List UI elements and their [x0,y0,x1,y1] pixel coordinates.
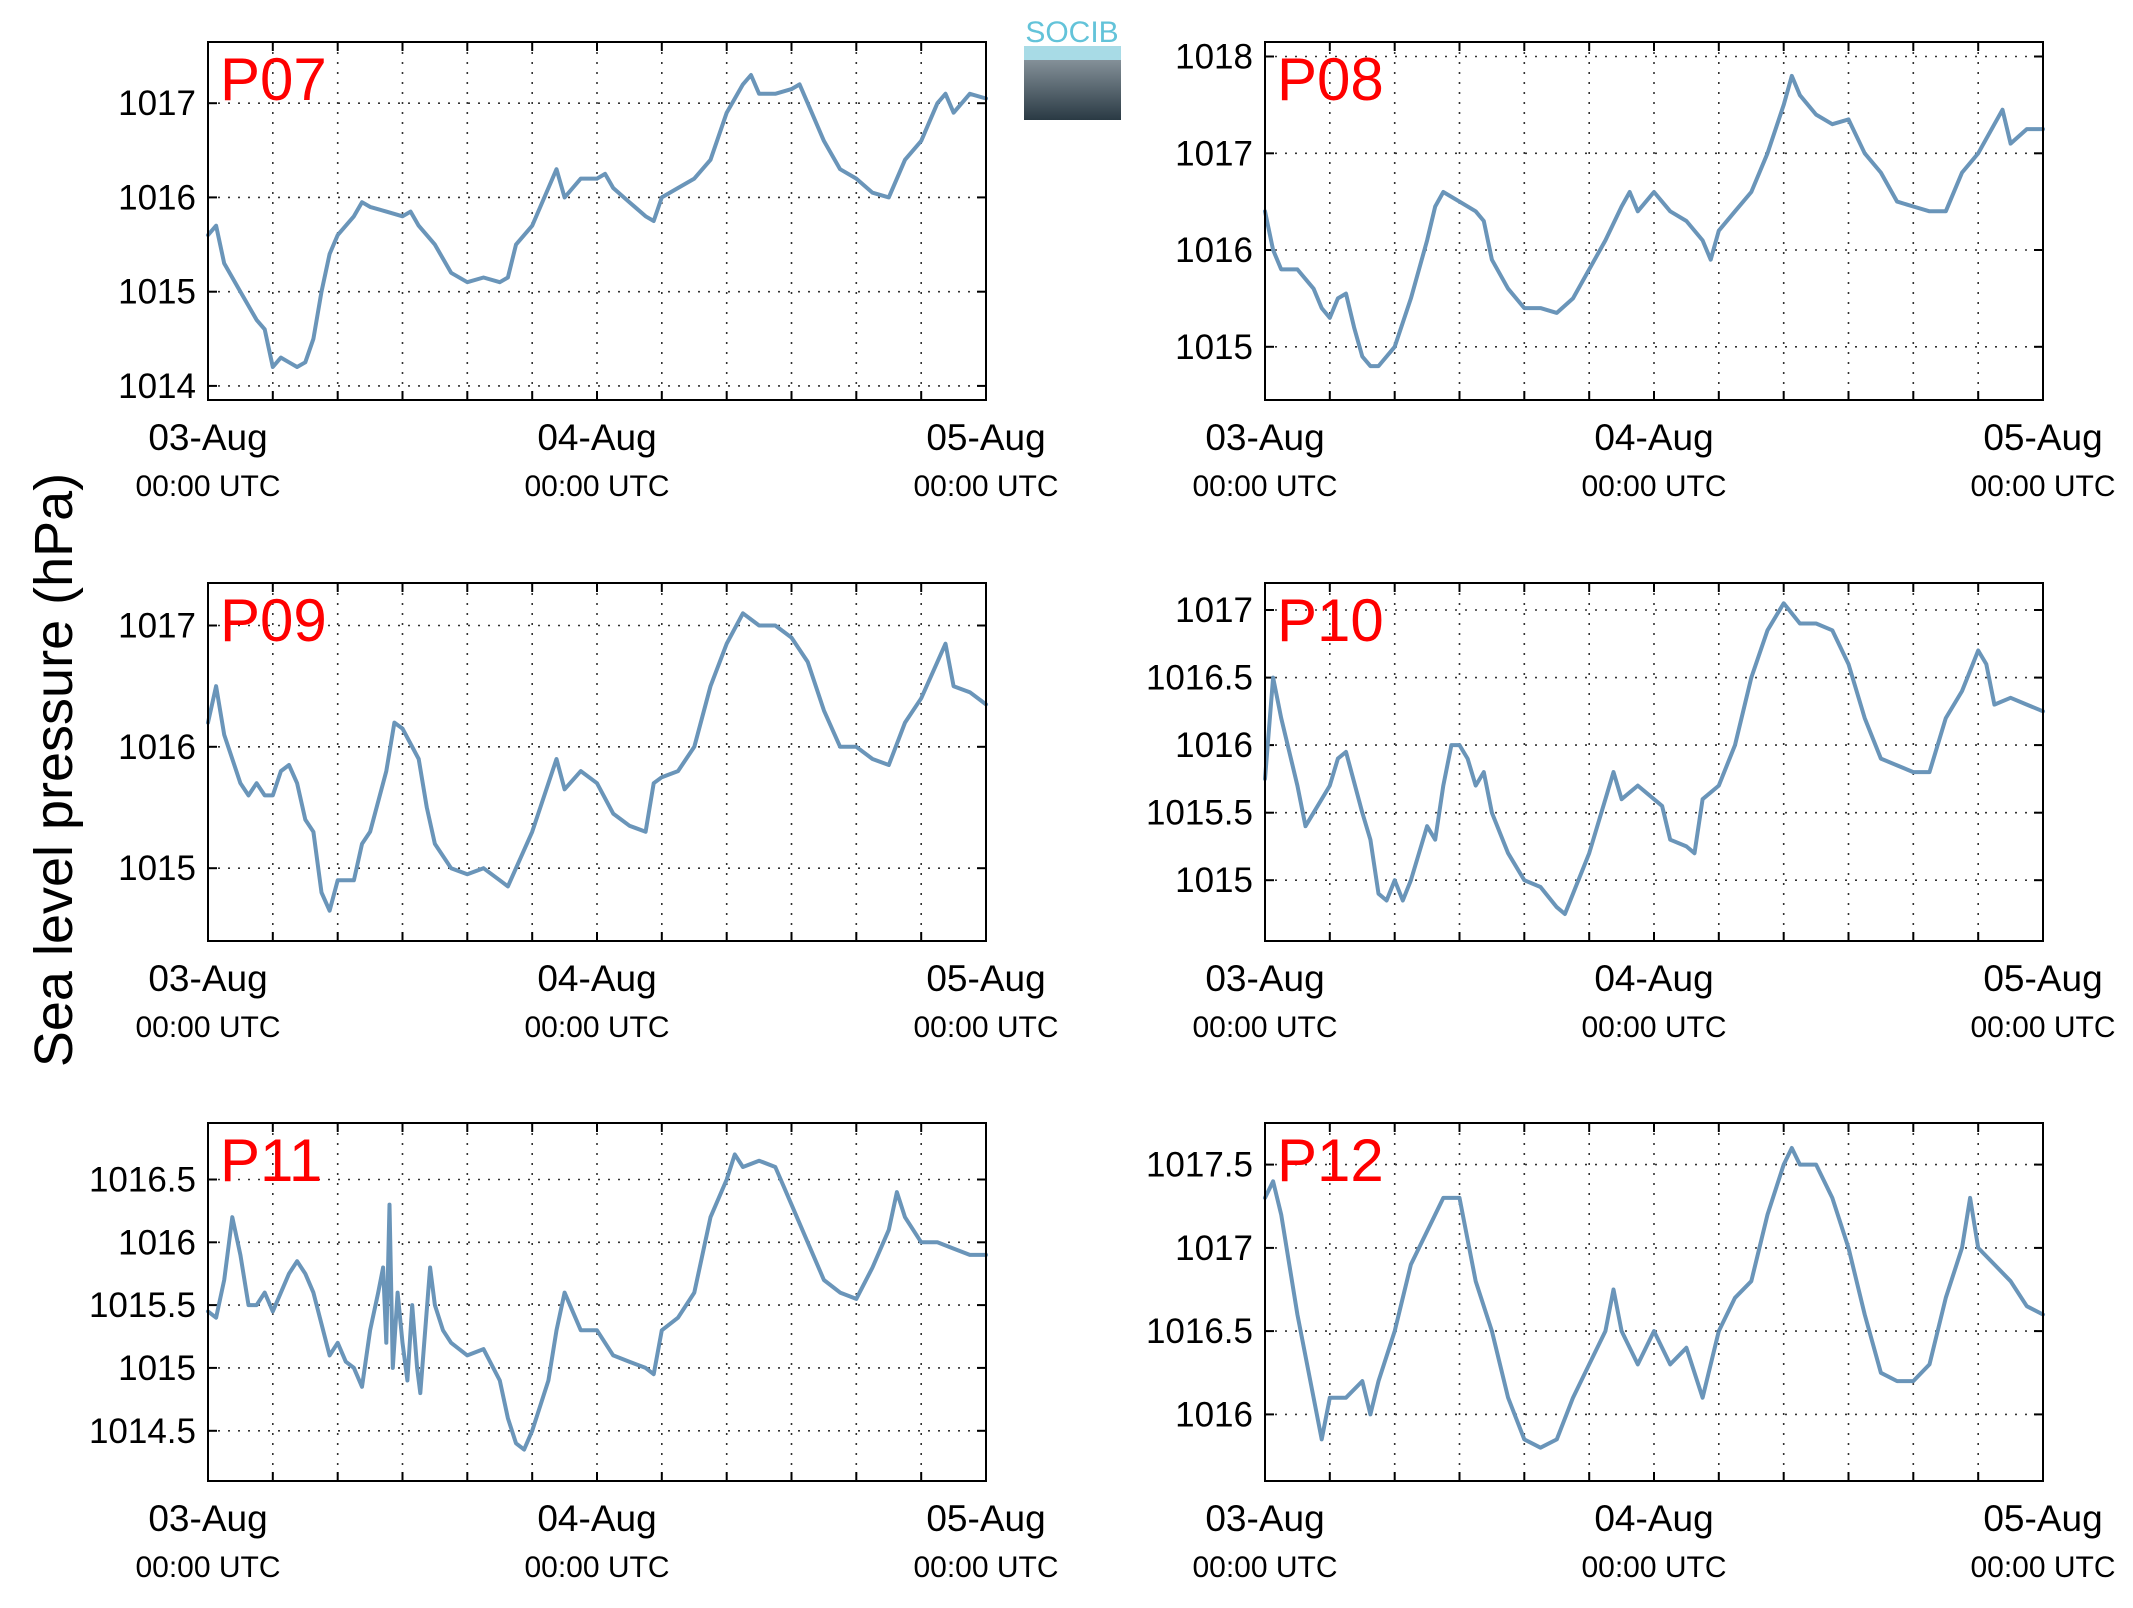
series-line [206,611,988,913]
y-tick-label: 1015.5 [89,1286,196,1325]
panel-title: P09 [220,587,327,654]
x-tick-label: 00:00 UTC [135,1551,280,1584]
y-tick-label: 1015 [118,273,196,312]
logo-wave [1024,46,1121,60]
y-tick-label: 1016 [1175,231,1253,270]
series-line [206,73,988,369]
x-tick-label: 00:00 UTC [524,1011,669,1044]
x-tick-label: 05-Aug [926,958,1045,999]
x-tick-label: 00:00 UTC [1192,1551,1337,1584]
x-tick-label: 05-Aug [1983,1498,2102,1539]
y-tick-label: 1015 [118,1349,196,1388]
panel-p12: 1016 1016.5 1017 1017.5 03-Aug 00:00 UTC 04-Au… [1146,1122,2116,1584]
x-tick-label: 00:00 UTC [135,1011,280,1044]
socib-logo: SOCIB [1024,16,1121,120]
x-tick-label: 05-Aug [926,417,1045,458]
panel-p07: 1014 1015 1016 1017 03-Aug 00:00 UTC 04-Aug 00:… [118,41,1059,503]
y-tick-label: 1017 [118,607,196,646]
series-line [1263,1146,2045,1450]
x-tick-label: 00:00 UTC [913,470,1058,503]
panels: 1014 1015 1016 1017 03-Aug 00:00 UTC 04-Aug 00:… [89,38,2116,1585]
x-tick-label: 03-Aug [148,417,267,458]
x-tick-label: 05-Aug [1983,417,2102,458]
y-tick-label: 1016.5 [1146,659,1253,698]
x-tick-label: 00:00 UTC [524,1551,669,1584]
y-tick-label: 1014 [118,367,196,406]
y-tick-label: 1018 [1175,38,1253,77]
y-tick-label: 1017 [1175,591,1253,630]
y-tick-label: 1014.5 [89,1412,196,1451]
x-tick-label: 05-Aug [1983,958,2102,999]
x-tick-label: 00:00 UTC [1581,1011,1726,1044]
axes-box [1264,1122,2044,1482]
y-tick-label: 1015.5 [1146,794,1253,833]
panel-title: P10 [1277,587,1384,654]
x-tick-label: 00:00 UTC [1192,1011,1337,1044]
x-tick-label: 05-Aug [926,1498,1045,1539]
y-tick-label: 1016.5 [1146,1312,1253,1351]
y-tick-label: 1017.5 [1146,1146,1253,1185]
axes-box [1264,41,2044,401]
panel-p11: 1014.5 1015 1015.5 1016 1016.5 03-Aug 00:00 UT… [89,1122,1059,1584]
series-line [1263,601,2045,916]
y-tick-label: 1015 [1175,861,1253,900]
x-tick-label: 03-Aug [1205,1498,1324,1539]
logo-text: SOCIB [1025,16,1118,49]
x-tick-label: 00:00 UTC [913,1551,1058,1584]
series-line [1263,73,2045,369]
axes-box [207,41,987,401]
x-tick-label: 00:00 UTC [1970,1011,2115,1044]
panel-title: P12 [1277,1127,1384,1194]
x-tick-label: 04-Aug [1594,417,1713,458]
x-tick-label: 03-Aug [148,958,267,999]
y-tick-label: 1017 [118,84,196,123]
x-tick-label: 00:00 UTC [1970,470,2115,503]
y-tick-label: 1016.5 [89,1161,196,1200]
x-tick-label: 00:00 UTC [1192,470,1337,503]
x-tick-label: 00:00 UTC [524,470,669,503]
y-axis-label: Sea level pressure (hPa) [24,473,84,1067]
x-tick-label: 00:00 UTC [1581,1551,1726,1584]
y-tick-label: 1015 [118,849,196,888]
x-tick-label: 04-Aug [537,958,656,999]
x-tick-label: 03-Aug [1205,958,1324,999]
axes-box [207,1122,987,1482]
x-tick-label: 03-Aug [1205,417,1324,458]
series-line [206,1152,988,1452]
panel-p09: 1015 1016 1017 03-Aug 00:00 UTC 04-Aug 00:00 U… [118,582,1059,1044]
x-tick-label: 00:00 UTC [135,470,280,503]
y-tick-label: 1016 [118,178,196,217]
y-tick-label: 1017 [1175,1229,1253,1268]
logo-block [1024,56,1121,120]
panel-title: P08 [1277,46,1384,113]
y-tick-label: 1016 [1175,726,1253,765]
x-tick-label: 00:00 UTC [913,1011,1058,1044]
axes-box [1264,582,2044,942]
y-tick-label: 1016 [118,728,196,767]
x-tick-label: 04-Aug [1594,958,1713,999]
y-tick-label: 1015 [1175,328,1253,367]
x-tick-label: 03-Aug [148,1498,267,1539]
panel-p10: 1015 1015.5 1016 1016.5 1017 03-Aug 00:00 UTC 0… [1146,582,2116,1044]
x-tick-label: 00:00 UTC [1970,1551,2115,1584]
x-tick-label: 04-Aug [537,1498,656,1539]
x-tick-label: 04-Aug [537,417,656,458]
x-tick-label: 00:00 UTC [1581,470,1726,503]
y-tick-label: 1017 [1175,134,1253,173]
panel-title: P07 [220,46,327,113]
panel-p08: 1015 1016 1017 1018 03-Aug 00:00 UTC 04-Aug 00:… [1175,38,2115,504]
y-tick-label: 1016 [118,1223,196,1262]
panel-title: P11 [220,1127,322,1194]
x-tick-label: 04-Aug [1594,1498,1713,1539]
y-tick-label: 1016 [1175,1395,1253,1434]
axes-box [207,582,987,942]
